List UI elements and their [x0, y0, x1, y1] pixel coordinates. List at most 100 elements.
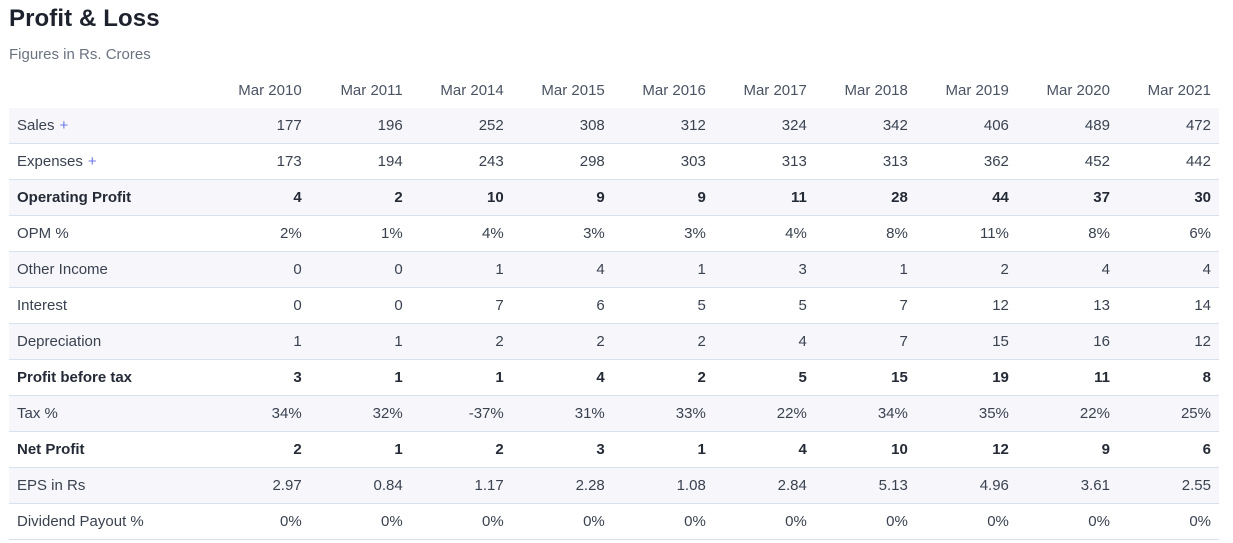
cell-value: 194: [309, 143, 411, 180]
column-header: Mar 2018: [844, 82, 908, 99]
cell-value: 2: [612, 359, 714, 396]
row-label-text: Net Profit: [17, 441, 85, 458]
row-label-text: Depreciation: [17, 333, 102, 350]
cell-value: 3.61: [1016, 467, 1118, 504]
cell-value: 3: [511, 431, 613, 468]
cell-value: 0: [208, 287, 310, 324]
cell-value: 2.84: [713, 467, 815, 504]
cell-value: 1: [410, 359, 512, 396]
table-row: Net Profit 2 1 2 3 1 4 10 12 9 6: [9, 431, 1219, 468]
cell-value: 313: [713, 143, 815, 180]
row-label[interactable]: Expenses +: [9, 143, 209, 180]
page-title: Profit & Loss: [9, 5, 160, 32]
column-header: Mar 2011: [340, 82, 403, 99]
column-header: Mar 2010: [238, 82, 302, 99]
cell-value: 308: [511, 108, 613, 144]
row-label: EPS in Rs: [9, 467, 209, 504]
row-label[interactable]: Sales +: [9, 108, 209, 144]
cell-value: 19: [915, 359, 1017, 396]
cell-value: 34%: [814, 395, 916, 432]
row-label: Depreciation: [9, 323, 209, 360]
cell-value: 4: [208, 179, 310, 216]
cell-value: 4%: [410, 215, 512, 252]
cell-value: 2: [612, 323, 714, 360]
cell-value: 0%: [1117, 503, 1219, 540]
table-row: Other Income 0 0 1 4 1 3 1 2 4 4: [9, 251, 1219, 288]
cell-value: 6: [511, 287, 613, 324]
cell-value: 9: [511, 179, 613, 216]
cell-value: 1%: [309, 215, 411, 252]
expand-row-button[interactable]: +: [87, 153, 97, 170]
corner-cell: [9, 75, 209, 108]
cell-value: 0%: [713, 503, 815, 540]
cell-value: 22%: [713, 395, 815, 432]
cell-value: 252: [410, 108, 512, 144]
cell-value: 0%: [612, 503, 714, 540]
cell-value: 1: [410, 251, 512, 288]
cell-value: 2: [309, 179, 411, 216]
cell-value: 3: [713, 251, 815, 288]
cell-value: 5: [713, 359, 815, 396]
table-row: Expenses +173 194 243 298 303 313 313 362 452 442: [9, 143, 1219, 180]
row-label-text: Other Income: [17, 261, 108, 278]
row-label: Profit before tax: [9, 359, 209, 396]
cell-value: 15: [915, 323, 1017, 360]
cell-value: 298: [511, 143, 613, 180]
cell-value: 303: [612, 143, 714, 180]
cell-value: 324: [713, 108, 815, 144]
cell-value: 2: [410, 431, 512, 468]
cell-value: 442: [1117, 143, 1219, 180]
row-label-text: Tax %: [17, 405, 58, 422]
cell-value: 8: [1117, 359, 1219, 396]
cell-value: 2%: [208, 215, 310, 252]
column-header: Mar 2017: [743, 82, 807, 99]
cell-value: 2: [410, 323, 512, 360]
cell-value: 11%: [915, 215, 1017, 252]
cell-value: 472: [1117, 108, 1219, 144]
cell-value: 13: [1016, 287, 1118, 324]
page-subtitle: Figures in Rs. Crores: [9, 46, 151, 63]
cell-value: 243: [410, 143, 512, 180]
row-label-text: Operating Profit: [17, 189, 132, 206]
row-label-text: EPS in Rs: [17, 477, 86, 494]
row-label: Tax %: [9, 395, 209, 432]
cell-value: 3%: [511, 215, 613, 252]
cell-value: 2: [915, 251, 1017, 288]
column-header: Mar 2014: [440, 82, 504, 99]
cell-value: 4%: [713, 215, 815, 252]
cell-value: 3: [208, 359, 310, 396]
cell-value: 4: [1117, 251, 1219, 288]
cell-value: 12: [915, 431, 1017, 468]
cell-value: 196: [309, 108, 411, 144]
row-label: Other Income: [9, 251, 209, 288]
cell-value: 1: [612, 431, 714, 468]
cell-value: 2: [511, 323, 613, 360]
column-header: Mar 2016: [642, 82, 706, 99]
cell-value: 4: [511, 251, 613, 288]
cell-value: 8%: [1016, 215, 1118, 252]
table-row: Tax % 34% 32% -37% 31% 33% 22% 34% 35% 22% 25%: [9, 395, 1219, 432]
cell-value: 1: [309, 431, 411, 468]
cell-value: 312: [612, 108, 714, 144]
cell-value: 0%: [915, 503, 1017, 540]
cell-value: 1.08: [612, 467, 714, 504]
cell-value: 28: [814, 179, 916, 216]
cell-value: 10: [814, 431, 916, 468]
expand-row-button[interactable]: +: [59, 117, 69, 134]
row-label-text: OPM %: [17, 225, 69, 242]
row-label-text: Interest: [17, 297, 68, 314]
cell-value: 0%: [410, 503, 512, 540]
cell-value: 5: [612, 287, 714, 324]
column-header: Mar 2019: [945, 82, 1009, 99]
table-row: Dividend Payout % 0% 0% 0% 0% 0% 0% 0% 0% 0% 0%: [9, 503, 1219, 540]
cell-value: 0: [309, 251, 411, 288]
cell-value: 1: [814, 251, 916, 288]
cell-value: 12: [1117, 323, 1219, 360]
cell-value: 5.13: [814, 467, 916, 504]
cell-value: 0%: [208, 503, 310, 540]
column-header: Mar 2020: [1046, 82, 1110, 99]
cell-value: 2.28: [511, 467, 613, 504]
row-label-text: Profit before tax: [17, 369, 133, 386]
cell-value: 6%: [1117, 215, 1219, 252]
cell-value: 22%: [1016, 395, 1118, 432]
